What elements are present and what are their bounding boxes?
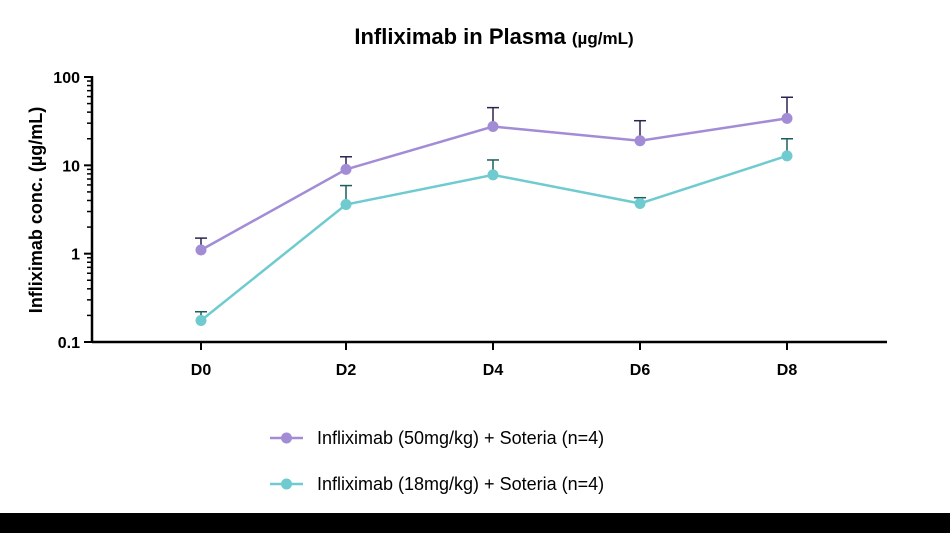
y-axis-label: Infliximab conc. (µg/mL) (26, 107, 46, 313)
x-tick-label: D0 (191, 362, 212, 379)
y-tick-label: 10 (62, 158, 80, 175)
legend-item-2: Infliximab (18mg/kg) + Soteria (n=4) (270, 474, 604, 494)
series-line (200, 154, 788, 322)
data-point (340, 199, 352, 211)
data-point (487, 121, 499, 133)
data-point (340, 163, 352, 175)
chart-title-unit: (µg/mL) (572, 29, 634, 48)
x-tick-label: D6 (630, 362, 651, 379)
y-tick-label: 1 (71, 247, 80, 264)
y-tick-label: 0.1 (58, 335, 80, 352)
legend-label: Infliximab (18mg/kg) + Soteria (n=4) (317, 474, 604, 494)
axes: 0.1 1 10 100 D0 D2 D4 D6 D8 (53, 70, 887, 379)
legend: Infliximab (50mg/kg) + Soteria (n=4) Infl… (270, 428, 604, 494)
data-point (781, 150, 793, 162)
legend-swatch-marker (281, 432, 292, 444)
legend-label: Infliximab (50mg/kg) + Soteria (n=4) (317, 428, 604, 448)
data-point (195, 244, 207, 256)
legend-item-1: Infliximab (50mg/kg) + Soteria (n=4) (270, 428, 604, 448)
data-point (634, 197, 646, 209)
series-2 (195, 137, 793, 327)
legend-swatch-marker (281, 478, 292, 490)
data-point (781, 112, 793, 124)
x-tick-label: D4 (483, 362, 504, 379)
x-tick-label: D8 (777, 362, 798, 379)
y-tick-label: 100 (53, 70, 80, 87)
data-point (487, 169, 499, 181)
data-point (634, 135, 646, 147)
chart-title-main: Infliximab in Plasma (354, 24, 566, 49)
chart-title: Infliximab in Plasma (µg/mL) (354, 24, 633, 49)
plot-area (195, 96, 793, 327)
data-point (195, 315, 207, 327)
series-1 (195, 96, 793, 256)
bottom-black-bar (0, 513, 950, 533)
x-tick-label: D2 (336, 362, 357, 379)
